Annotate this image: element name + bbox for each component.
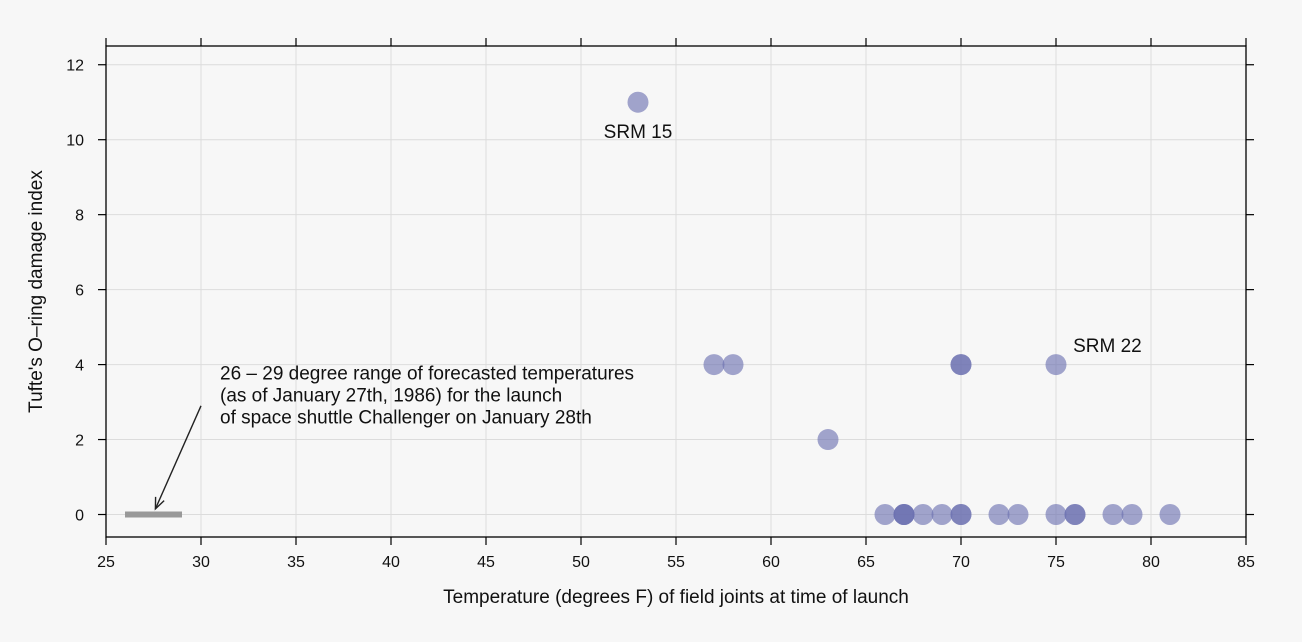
- grid: [106, 46, 1246, 537]
- y-tick-label: 4: [75, 358, 84, 375]
- data-point: [817, 429, 839, 451]
- x-tick-label: 50: [572, 554, 590, 571]
- x-tick-label: 25: [97, 554, 115, 571]
- data-point: [931, 504, 953, 526]
- data-point: [950, 354, 972, 376]
- y-tick-label: 8: [75, 208, 84, 225]
- annotations: SRM 15 SRM 22 26 – 29 degree range of fore…: [154, 122, 1142, 511]
- y-tick-label: 10: [66, 133, 84, 150]
- forecast-arrow-head: [154, 496, 165, 511]
- y-tick-label: 2: [75, 433, 84, 450]
- data-point: [1007, 504, 1029, 526]
- x-axis-label: Temperature (degrees F) of field joints …: [443, 587, 909, 608]
- data-point: [912, 504, 934, 526]
- forecast-note-line: (as of January 27th, 1986) for the launc…: [220, 385, 562, 406]
- data-point: [722, 354, 744, 376]
- data-point: [988, 504, 1010, 526]
- x-tick-label: 40: [382, 554, 400, 571]
- data-point: [893, 504, 915, 526]
- x-tick-label: 30: [192, 554, 210, 571]
- data-point: [627, 91, 649, 113]
- data-point: [1102, 504, 1124, 526]
- point-annotation: SRM 22: [1073, 336, 1142, 357]
- data-point: [950, 504, 972, 526]
- x-tick-label: 80: [1142, 554, 1160, 571]
- data-point: [874, 504, 896, 526]
- x-tick-label: 45: [477, 554, 495, 571]
- x-tick-label: 60: [762, 554, 780, 571]
- data-point: [1064, 504, 1086, 526]
- forecast-arrow-line: [154, 405, 202, 510]
- point-annotation: SRM 15: [604, 122, 673, 143]
- axis-ticks: 25 30 35 40 45 50 55 60 65 70 75 80 85 0 2 4 6 8 10 12: [66, 38, 1255, 571]
- data-point: [1045, 354, 1067, 376]
- x-tick-label: 65: [857, 554, 875, 571]
- data-point: [1159, 504, 1181, 526]
- forecast-note-line: 26 – 29 degree range of forecasted tempe…: [220, 363, 634, 384]
- x-tick-label: 55: [667, 554, 685, 571]
- x-tick-label: 75: [1047, 554, 1065, 571]
- data-point: [1045, 504, 1067, 526]
- y-tick-label: 0: [75, 508, 84, 525]
- forecast-note-line: of space shuttle Challenger on January 2…: [220, 407, 592, 428]
- x-tick-label: 35: [287, 554, 305, 571]
- data-point: [1121, 504, 1143, 526]
- data-point: [703, 354, 725, 376]
- y-axis-label: Tufte's O–ring damage index: [26, 170, 47, 413]
- y-tick-label: 6: [75, 283, 84, 300]
- data-points: [627, 91, 1181, 526]
- x-tick-label: 70: [952, 554, 970, 571]
- y-tick-label: 12: [66, 58, 84, 75]
- x-tick-label: 85: [1237, 554, 1255, 571]
